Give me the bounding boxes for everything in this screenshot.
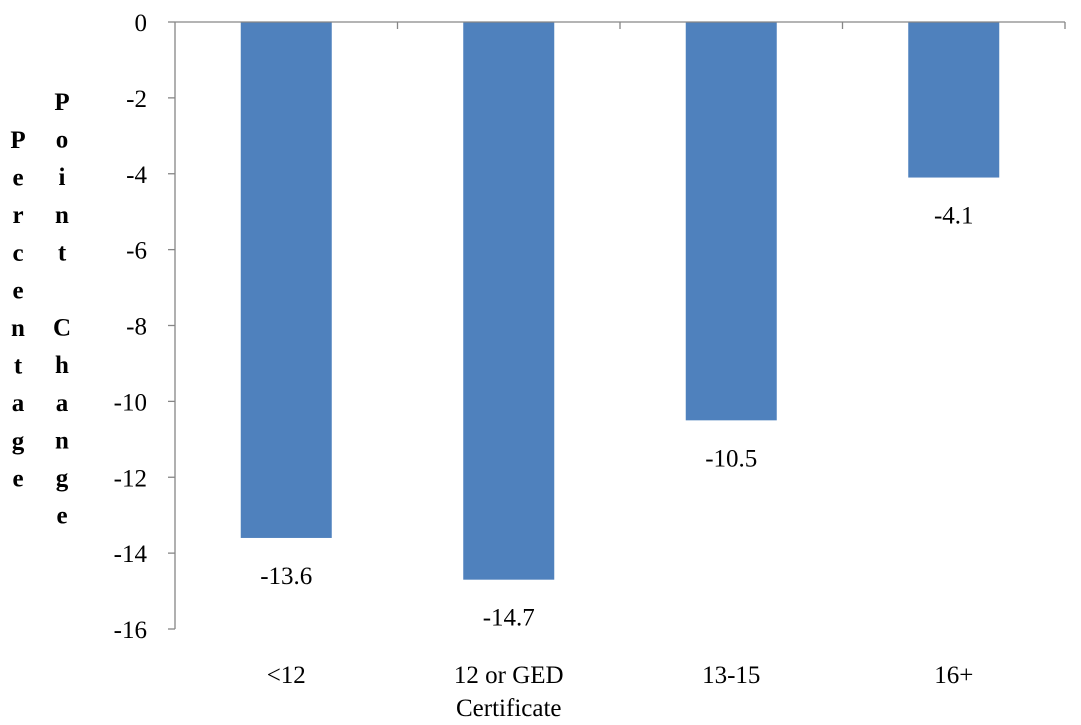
y-axis-title-char: C: [53, 315, 71, 342]
y-axis-title-char: e: [12, 165, 23, 192]
y-axis-title-char: g: [56, 465, 69, 492]
data-label: -14.7: [483, 605, 535, 632]
x-category-label: 12 or GED: [454, 662, 564, 689]
x-category-label: <12: [267, 662, 306, 689]
y-axis-title-char: a: [12, 390, 25, 417]
y-tick-label: -16: [114, 617, 147, 644]
y-axis-title-char: r: [12, 202, 23, 229]
data-labels: -13.6 -14.7 -10.5 -4.1: [260, 203, 973, 632]
y-tick-label: 0: [135, 10, 148, 37]
y-tick-label: -12: [114, 465, 147, 492]
y-axis-title-char: P: [10, 127, 25, 154]
x-axis: [175, 21, 1066, 29]
bar: [685, 22, 777, 421]
y-tick-label: -8: [126, 314, 147, 341]
y-axis-title-char: P: [54, 89, 69, 116]
bar: [908, 22, 1000, 178]
y-axis-title-char: i: [59, 164, 66, 191]
bar: [240, 22, 332, 538]
y-tick-label: -6: [126, 238, 147, 265]
data-label: -10.5: [705, 445, 757, 472]
y-axis-title-char: g: [12, 428, 25, 455]
data-label: -4.1: [934, 203, 974, 230]
data-label: -13.6: [260, 563, 312, 590]
x-category-label: Certificate: [456, 695, 562, 722]
bar: [463, 22, 555, 580]
y-tick-label: -10: [114, 389, 147, 416]
y-axis-title-char: n: [55, 427, 69, 454]
y-tick-label: -2: [126, 86, 147, 113]
y-axis-title-char: a: [56, 390, 69, 417]
x-category-label: 16+: [934, 662, 973, 689]
y-axis-title-char: e: [12, 465, 23, 492]
y-tick-label: -4: [126, 162, 147, 189]
y-axis-title-char: c: [12, 240, 23, 267]
x-category-label: 13-15: [702, 662, 760, 689]
y-tick-label: -14: [114, 541, 148, 568]
y-axis-title-char: e: [56, 503, 67, 530]
y-axis-title-char: t: [14, 353, 23, 380]
bars: [240, 22, 1000, 580]
y-axis-title-char: h: [55, 352, 69, 379]
category-labels: <12 12 or GED Certificate 13-15 16+: [267, 662, 974, 722]
y-axis: 0 -2 -4 -6 -8 -10 -12 -14 -16: [114, 10, 176, 644]
y-axis-title-char: n: [11, 315, 25, 342]
y-axis-title-char: n: [55, 202, 69, 229]
y-axis-title-char: e: [12, 277, 23, 304]
y-axis-title-char: o: [56, 127, 69, 154]
y-axis-title-char: t: [58, 239, 67, 266]
